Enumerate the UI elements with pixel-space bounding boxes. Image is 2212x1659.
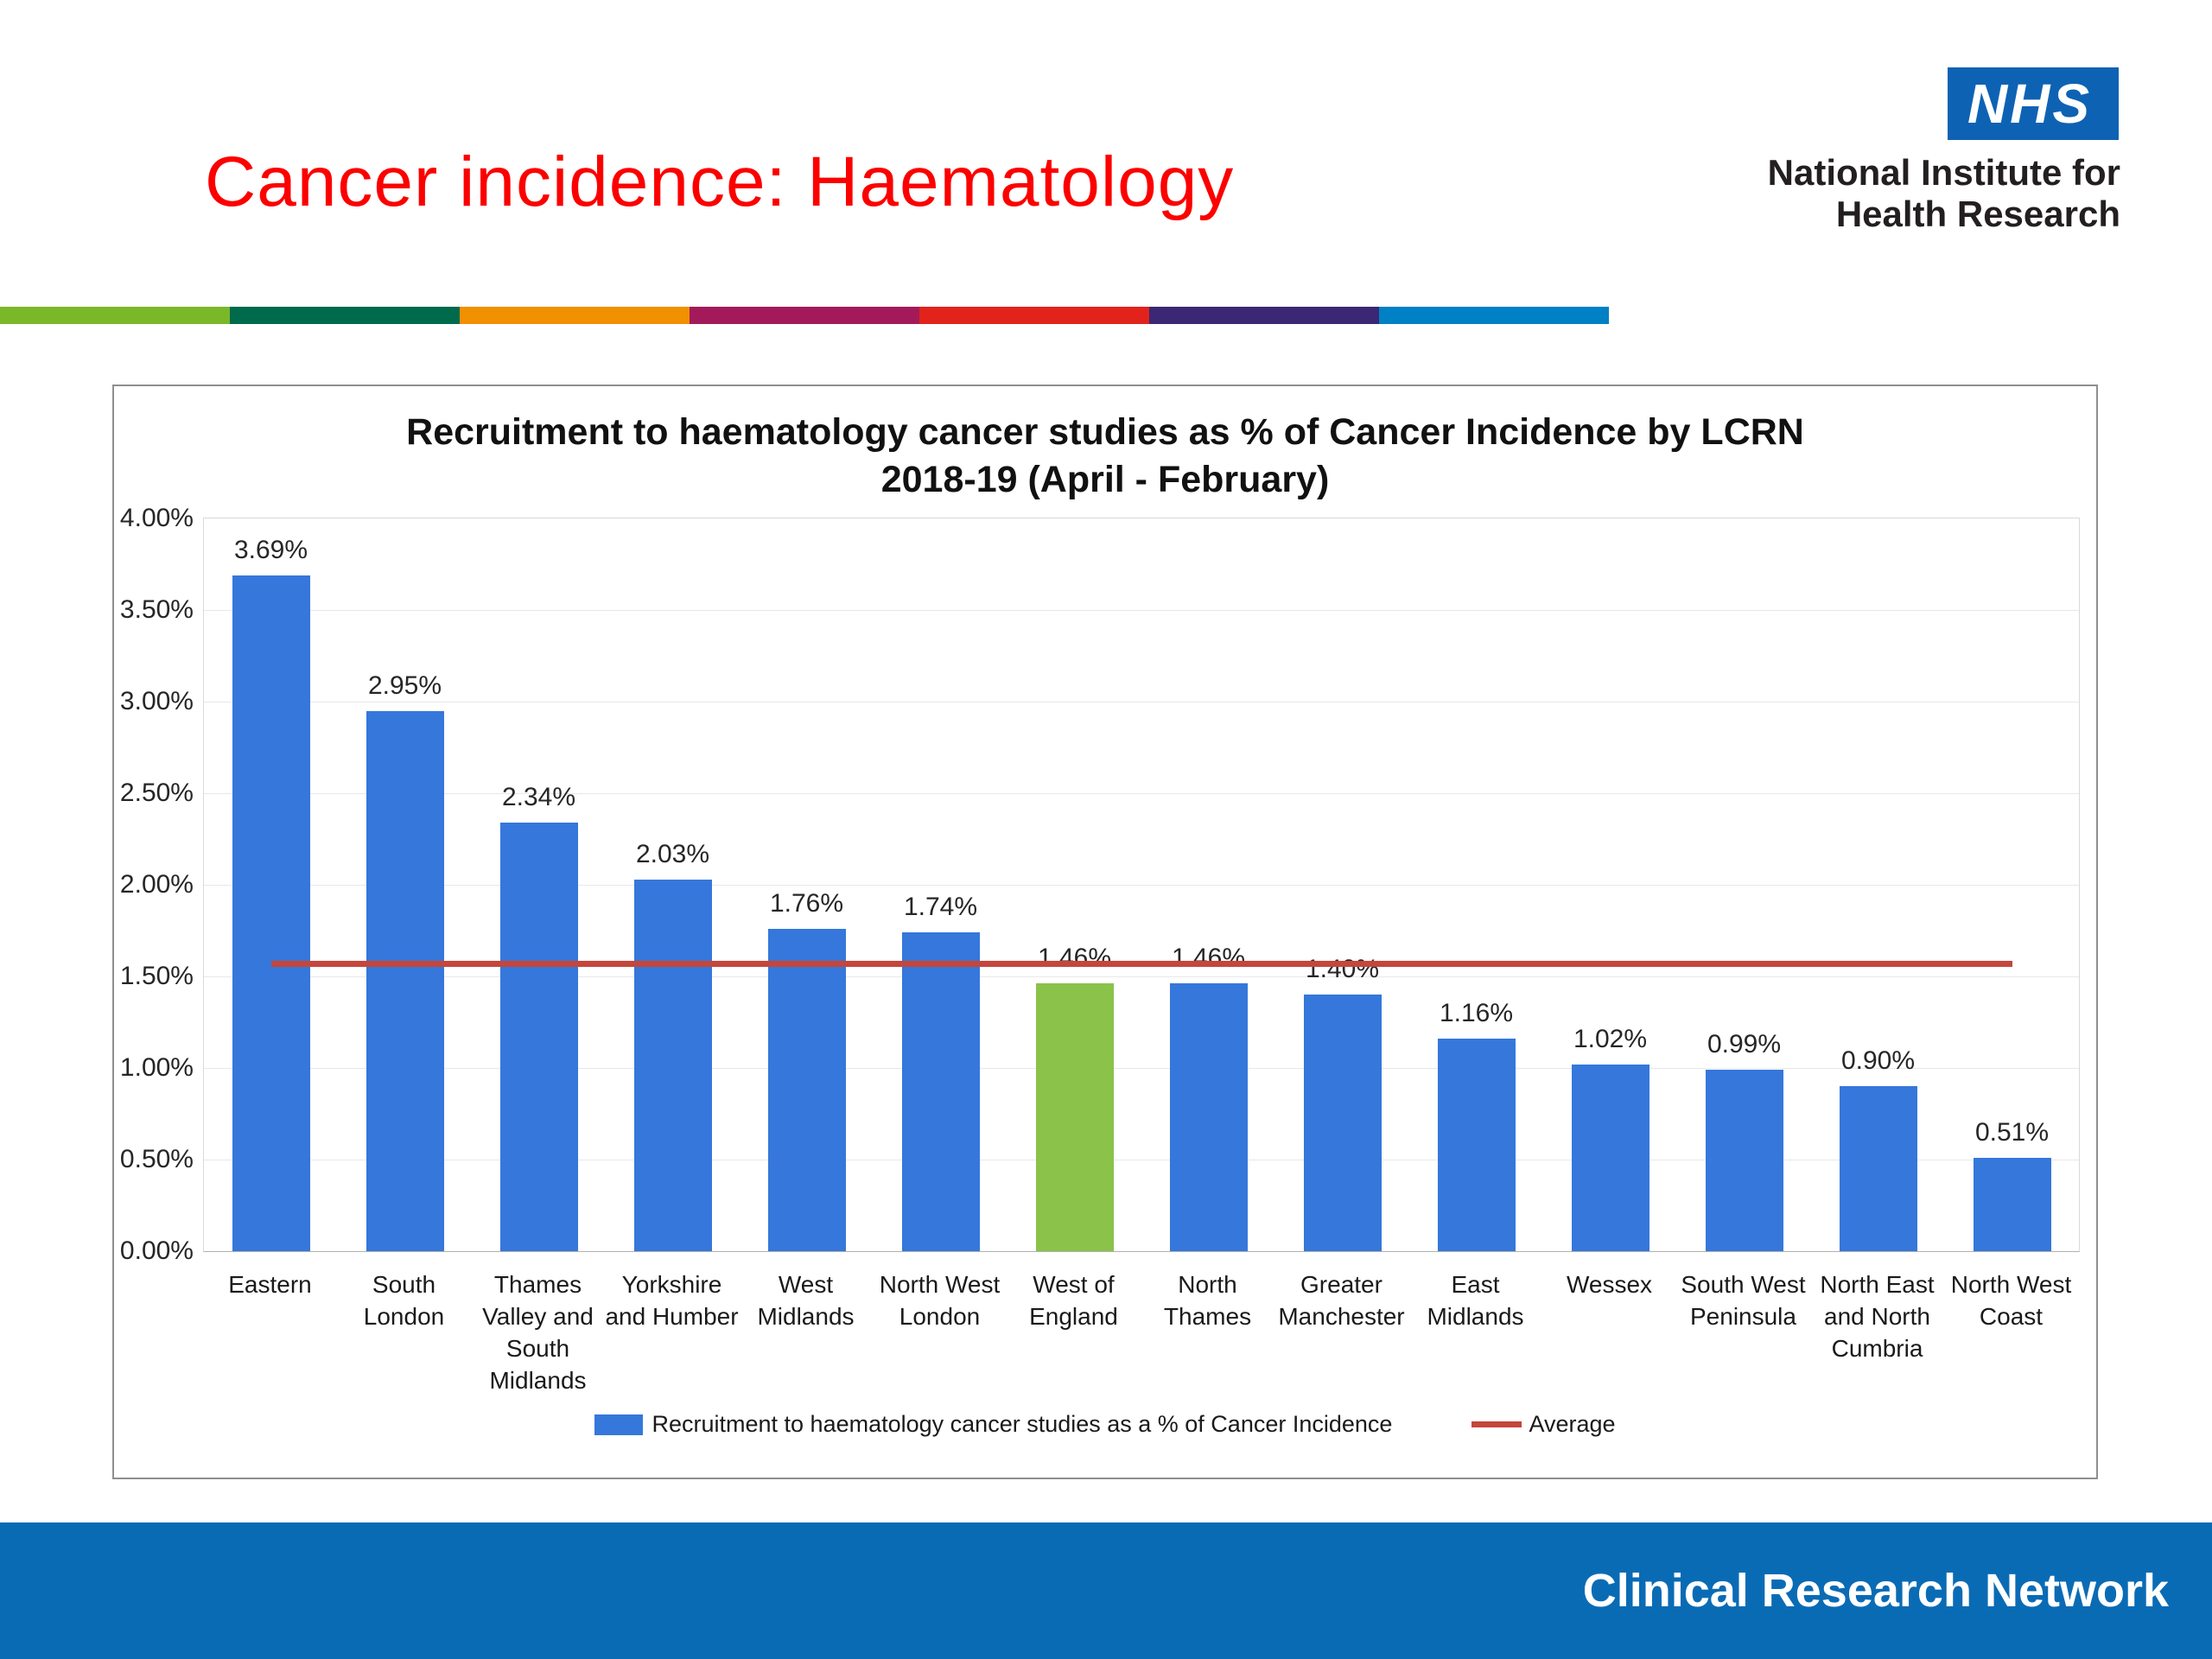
accent-stripe-segment-5 [919,307,1149,324]
gridline [204,793,2079,794]
x-tick-label: East Midlands [1427,1271,1524,1330]
gridline [204,885,2079,886]
bar-value-label: 2.95% [367,671,442,700]
x-tick-label: West of England [1029,1271,1118,1330]
bar-value-label: 0.99% [1707,1030,1782,1059]
nhs-logo: NHS [1948,67,2119,140]
bar-value-label: 2.03% [635,839,710,868]
accent-stripe-segment-1 [0,307,230,324]
legend-average-swatch [1471,1421,1522,1427]
accent-stripe-segment-3 [460,307,690,324]
bar-greater-manchester [1303,995,1382,1251]
legend-average-label: Average [1529,1411,1616,1437]
y-tick-label: 1.50% [119,962,194,990]
chart-legend: Recruitment to haematology cancer studie… [114,1411,2096,1438]
bar-value-label: 1.46% [1037,944,1112,973]
average-line [270,961,2012,968]
y-tick-label: 2.00% [119,870,194,899]
footer-label: Clinical Research Network [1582,1565,2169,1617]
legend-series-label: Recruitment to haematology cancer studie… [652,1411,1393,1437]
bar-west-of-england [1035,983,1114,1251]
x-tick-label: West Midlands [757,1271,855,1330]
x-tick-label: North West London [879,1271,1001,1330]
accent-stripe-segment-7 [1379,307,1609,324]
bar-value-label: 1.46% [1171,944,1246,973]
bar-west-midlands [767,928,846,1251]
bar-north-east-and-north-cumbria [1839,1086,1917,1251]
org-name: National Institute for Health Research [1768,152,2120,235]
bar-wessex [1571,1064,1649,1251]
y-tick-label: 3.50% [119,595,194,624]
accent-stripe-segment-6 [1149,307,1379,324]
plot-area: 3.69% 2.95% 2.34% 2.03% 1.76% 1.74% 1.46% 1.46%… [203,518,2080,1252]
bar-south-london [365,710,444,1251]
x-tick-label: Yorkshire and Humber [605,1271,739,1330]
y-tick-label: 1.00% [119,1053,194,1082]
accent-stripe-segment-2 [230,307,460,324]
bar-value-label: 1.16% [1439,999,1514,1028]
nhs-logo-text: NHS [1967,73,2093,135]
bar-value-label: 1.76% [769,888,844,918]
bar-value-label: 1.02% [1573,1024,1648,1053]
bar-value-label: 1.74% [903,893,978,922]
x-tick-label: South West Peninsula [1681,1271,1806,1330]
y-axis: 0.00% 0.50% 1.00% 1.50% 2.00% 2.50% 3.00% 3.50%… [114,504,194,1265]
x-tick-label: North East and North Cumbria [1820,1271,1935,1362]
chart-title-line2: 2018-19 (April - February) [880,459,1330,501]
bar-north-west-coast [1973,1157,2051,1251]
bar-thames-valley-and-south-midlands [499,822,578,1251]
bar-value-label: 0.51% [1974,1117,2050,1147]
y-tick-label: 0.00% [119,1236,194,1265]
chart-container: Recruitment to haematology cancer studie… [112,385,2098,1479]
gridline [204,976,2079,977]
gridline [204,610,2079,611]
y-tick-label: 3.00% [119,687,194,715]
x-tick-label: Thames Valley and South Midlands [482,1271,594,1394]
footer-bar: Clinical Research Network [0,1522,2212,1659]
bar-value-label: 0.90% [1840,1046,1916,1076]
slide-title: Cancer incidence: Haematology [205,143,1235,221]
chart-title-line1: Recruitment to haematology cancer studie… [406,411,1804,453]
bar-north-west-london [901,932,980,1251]
bar-value-label: 3.69% [233,535,308,564]
x-tick-label: Wessex [1566,1271,1653,1298]
x-tick-label: Eastern [228,1271,312,1298]
bar-value-label: 1.40% [1305,955,1380,984]
bar-eastern [232,575,310,1251]
org-name-line1: National Institute for [1767,152,2120,193]
y-tick-label: 0.50% [119,1145,194,1173]
accent-stripe [0,307,1609,324]
y-tick-label: 2.50% [119,779,194,807]
bar-yorkshire-and-humber [633,879,712,1251]
bar-east-midlands [1437,1039,1516,1251]
bar-south-west-peninsula [1705,1070,1783,1251]
x-tick-label: North Thames [1163,1271,1252,1330]
legend-series-swatch [594,1414,644,1435]
chart-title: Recruitment to haematology cancer studie… [114,409,2096,504]
org-name-line2: Health Research [1835,193,2120,234]
x-tick-label: Greater Manchester [1278,1271,1405,1330]
x-tick-label: South London [363,1271,445,1330]
bar-north-thames [1169,983,1248,1251]
y-tick-label: 4.00% [119,504,194,532]
x-tick-label: North West Coast [1950,1271,2072,1330]
x-axis-labels: Eastern South London Thames Valley and Sou… [203,1269,2078,1397]
gridline [204,1068,2079,1069]
bar-value-label: 2.34% [501,782,576,811]
accent-stripe-segment-4 [690,307,919,324]
